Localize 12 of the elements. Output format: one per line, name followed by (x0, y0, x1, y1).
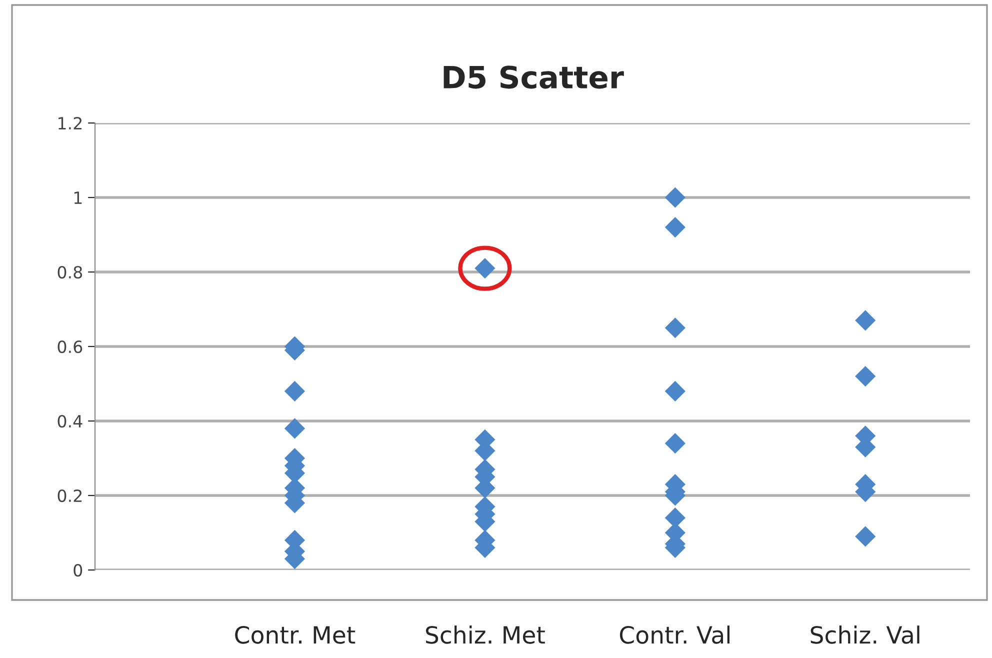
y-tick-label: 0.2 (58, 489, 82, 502)
x-tick-label: Schiz. Met (426, 626, 545, 644)
x-tick-label: Contr. Val (620, 626, 730, 644)
chart-title: D5 Scatter (444, 66, 624, 89)
y-tick-label: 0.6 (58, 340, 82, 354)
x-tick-label: Contr. Met (235, 626, 356, 644)
y-tick-label: 0.8 (58, 266, 82, 279)
y-tick-label: 1.2 (58, 116, 82, 130)
y-tick-label: 0.4 (58, 414, 82, 428)
x-tick-label: Schiz. Val (810, 626, 920, 644)
y-tick-label: 0 (74, 564, 82, 577)
y-tick-label: 1 (74, 192, 82, 204)
